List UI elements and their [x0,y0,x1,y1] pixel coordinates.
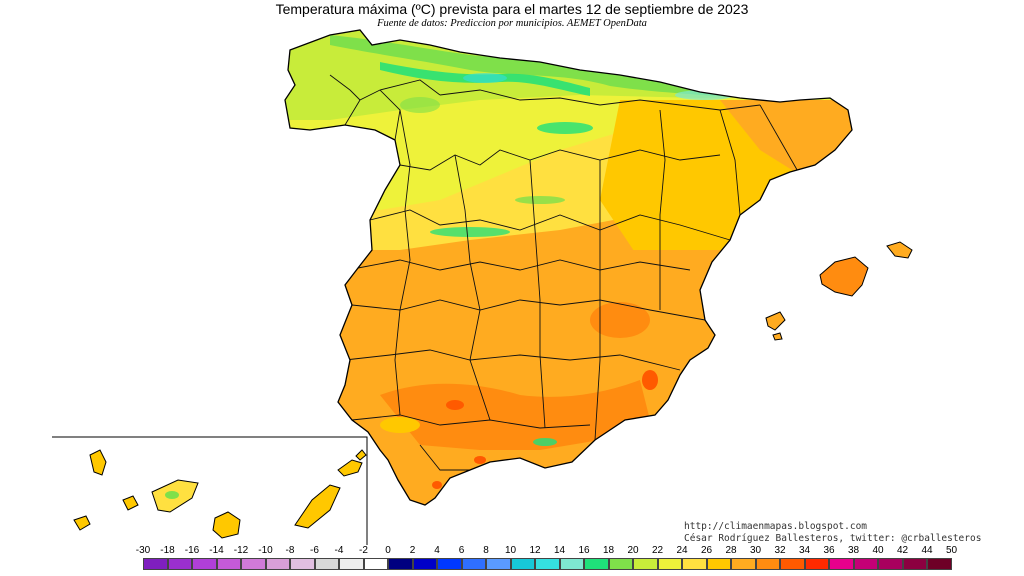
legend-swatch [486,558,511,570]
legend-swatch [657,558,682,570]
legend-swatch [804,558,829,570]
legend-label: 2 [409,545,416,556]
legend-label: -16 [184,545,200,556]
legend-label: -14 [209,545,224,556]
legend-label: 28 [725,545,737,556]
legend-swatch [584,558,609,570]
legend-swatch [633,558,658,570]
legend-swatch [755,558,780,570]
legend-label: 26 [700,545,713,556]
legend-label: 44 [921,545,933,556]
legend-swatch [510,558,535,570]
legend-label: 14 [553,545,566,556]
legend-swatch [608,558,633,570]
legend-label: 38 [847,545,860,556]
legend-swatch [412,558,437,570]
credit-url: http://climaenmapas.blogspot.com [684,521,868,532]
legend-swatch [437,558,462,570]
legend-label: 50 [945,545,958,556]
legend-swatch [363,558,388,570]
legend-label: 8 [483,545,489,556]
legend-swatch [339,558,364,570]
legend-swatch [535,558,560,570]
legend-label: 36 [823,545,835,556]
legend-swatch [265,558,290,570]
legend-label: 12 [529,545,541,556]
legend-swatch [559,558,584,570]
legend-swatch [167,558,192,570]
legend-swatch [241,558,266,570]
legend-swatch [290,558,315,570]
legend-swatch [829,558,854,570]
legend-swatch [461,558,486,570]
legend-label: 0 [385,545,391,556]
legend-label: 40 [872,545,884,556]
legend-label: -6 [310,545,319,556]
credit-author: César Rodríguez Ballesteros, twitter: @c… [684,533,982,544]
legend-label: -8 [285,545,295,556]
legend-label: 24 [676,545,688,556]
legend-swatch [927,558,952,570]
legend-label: 16 [578,545,590,556]
legend-label: 34 [798,545,811,556]
legend-label: -18 [160,545,175,556]
legend-label: 6 [458,545,465,556]
legend-label: 42 [896,545,909,556]
legend-swatch [192,558,217,570]
legend-swatch [902,558,927,570]
legend-swatch [216,558,241,570]
legend-swatch [878,558,903,570]
balearic-islands [765,241,913,341]
legend-swatch [314,558,339,570]
legend-swatch [853,558,878,570]
legend-label: -12 [233,545,249,556]
legend-swatch [682,558,707,570]
legend-swatch [143,558,168,570]
legend-label: 30 [749,545,762,556]
legend-label: -30 [135,545,151,556]
legend-label: 18 [602,545,615,556]
legend-swatch [388,558,413,570]
temperature-map [52,29,913,545]
legend: -30 -18 -16 -14 -12 -10 -8 -6 -4 -2 0 2 4 6 8 10 12 14 16 1… [131,545,957,575]
legend-swatch [706,558,731,570]
legend-label: 32 [774,545,786,556]
canary-islands-inset [52,436,368,545]
legend-label: 22 [651,545,664,556]
legend-label: 4 [434,545,440,556]
legend-label: -4 [334,545,344,556]
legend-label: 20 [627,545,639,556]
legend-label: 10 [504,545,517,556]
map-subtitle: Fuente de datos: Prediccion por municipi… [377,18,647,29]
legend-label: -2 [359,545,368,556]
legend-label: -10 [258,545,273,556]
legend-swatch [780,558,805,570]
map-title: Temperatura máxima (ºC) prevista para el… [275,1,749,17]
legend-swatch [731,558,756,570]
